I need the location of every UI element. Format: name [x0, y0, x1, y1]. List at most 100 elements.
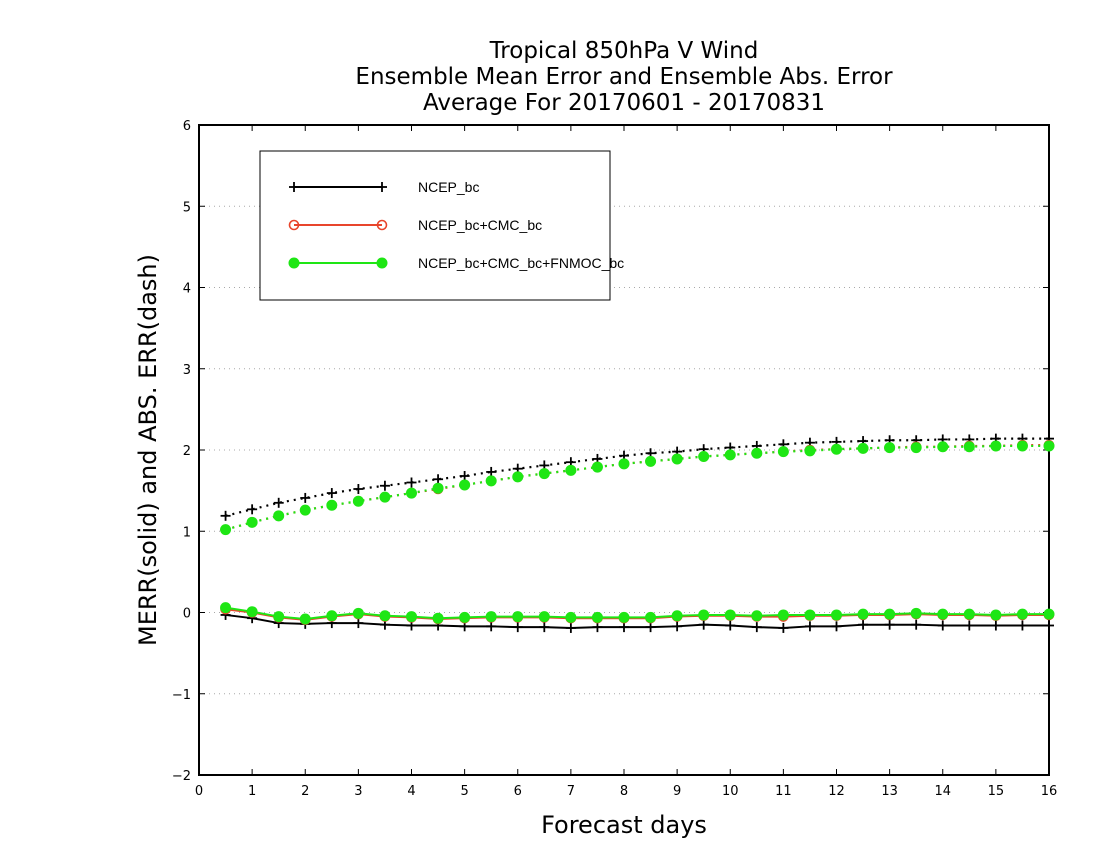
plus-marker	[220, 510, 231, 521]
filled-circle-marker	[724, 609, 736, 621]
plus-marker	[353, 484, 364, 494]
legend-label: NCEP_bc+CMC_bc	[418, 217, 542, 233]
filled-circle-marker	[288, 257, 300, 269]
filled-circle-marker	[857, 608, 869, 620]
x-tick-label: 12	[828, 784, 845, 799]
filled-circle-marker	[937, 441, 949, 453]
x-tick-label: 2	[301, 784, 309, 799]
plus-marker	[486, 621, 497, 632]
x-tick-label: 11	[775, 784, 792, 799]
filled-circle-marker	[804, 609, 816, 621]
y-axis-label: MERR(solid) and ABS. ERR(dash)	[134, 254, 162, 646]
filled-circle-marker	[379, 491, 391, 503]
x-tick-label: 10	[722, 784, 739, 799]
filled-circle-marker	[937, 608, 949, 620]
plus-marker	[247, 504, 258, 515]
filled-circle-marker	[645, 611, 657, 623]
plus-marker	[300, 492, 311, 503]
filled-circle-marker	[1043, 440, 1055, 452]
filled-circle-marker	[884, 608, 896, 620]
x-tick-label: 0	[195, 784, 203, 799]
title-line: Average For 20170601 - 20170831	[423, 90, 825, 116]
plus-marker	[459, 471, 470, 481]
filled-circle-marker	[538, 611, 550, 623]
plus-marker	[353, 618, 364, 629]
x-tick-label: 9	[673, 784, 681, 799]
x-tick-label: 15	[988, 784, 1005, 799]
filled-circle-marker	[618, 611, 630, 623]
filled-circle-marker	[459, 479, 471, 491]
y-tick-label: 0	[183, 607, 191, 622]
filled-circle-marker	[831, 609, 842, 621]
plus-marker	[326, 488, 337, 499]
filled-circle-marker	[990, 609, 1002, 621]
y-tick-label: −2	[172, 769, 191, 784]
abserr-line	[225, 444, 1049, 531]
title-line: Ensemble Mean Error and Ensemble Abs. Er…	[355, 64, 893, 90]
y-tick-label: 4	[183, 282, 191, 297]
filled-circle-marker	[804, 445, 816, 457]
filled-circle-marker	[565, 464, 577, 476]
plus-marker	[698, 619, 709, 630]
legend: NCEP_bc NCEP_bc+CMC_bc NCEP_bc+CMC_bc+FNMO…	[259, 150, 624, 301]
plus-marker	[964, 620, 975, 631]
filled-circle-marker	[963, 608, 975, 620]
plus-marker	[884, 619, 895, 630]
merr-line	[225, 606, 1049, 621]
filled-circle-marker	[910, 607, 922, 619]
filled-circle-marker	[246, 606, 258, 618]
filled-circle-marker	[751, 610, 763, 622]
filled-circle-marker	[376, 257, 388, 269]
series-1	[220, 439, 1055, 626]
x-axis-label: Forecast days	[541, 811, 707, 839]
filled-circle-marker	[777, 446, 789, 458]
filled-circle-marker	[352, 495, 364, 507]
x-tick-label: 3	[354, 784, 362, 799]
filled-circle-marker	[432, 482, 444, 494]
plus-marker	[592, 622, 603, 633]
series-0	[220, 433, 1054, 633]
filled-circle-marker	[1016, 608, 1028, 620]
filled-circle-marker	[512, 471, 524, 483]
y-tick-label: 6	[183, 119, 191, 134]
filled-circle-marker	[485, 611, 497, 623]
filled-circle-marker	[379, 610, 391, 622]
legend-label: NCEP_bc+CMC_bc+FNMOC_bc	[418, 255, 624, 271]
plus-marker	[486, 466, 497, 477]
x-tick-label: 6	[514, 784, 522, 799]
plus-marker	[778, 622, 789, 633]
open-circle-marker	[288, 219, 300, 231]
plus-marker	[565, 622, 576, 633]
filled-circle-marker	[220, 602, 232, 614]
filled-circle-marker	[273, 510, 285, 522]
plus-marker	[672, 621, 683, 632]
filled-circle-marker	[910, 442, 922, 454]
y-tick-label: −1	[172, 688, 191, 703]
plus-marker	[1044, 620, 1054, 631]
filled-circle-marker	[990, 440, 1002, 452]
filled-circle-marker	[1043, 608, 1055, 620]
plus-marker	[377, 182, 387, 192]
filled-circle-marker	[618, 458, 630, 470]
series-group	[220, 433, 1055, 633]
filled-circle-marker	[565, 611, 577, 623]
series-2	[220, 440, 1055, 625]
filled-circle-marker	[777, 609, 789, 621]
plus-marker	[379, 480, 390, 491]
filled-circle-marker	[884, 442, 896, 454]
x-tick-label: 1	[248, 784, 256, 799]
plus-marker	[937, 620, 948, 631]
filled-circle-marker	[299, 613, 311, 625]
filled-circle-marker	[220, 524, 232, 536]
filled-circle-marker	[1016, 440, 1028, 452]
plus-marker	[911, 619, 922, 630]
filled-circle-marker	[406, 611, 417, 623]
x-tick-label: 7	[567, 784, 575, 799]
plus-marker	[990, 620, 1001, 631]
filled-circle-marker	[724, 449, 736, 461]
abserr-line	[225, 444, 1049, 531]
y-tick-label: 2	[183, 444, 191, 459]
plus-marker	[751, 622, 762, 633]
